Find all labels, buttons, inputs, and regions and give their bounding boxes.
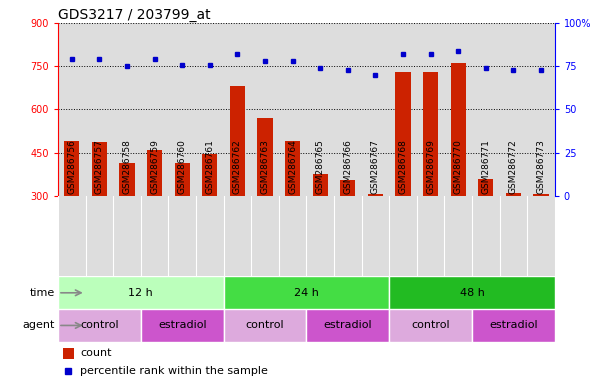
Bar [306, 309, 389, 342]
Bar [64, 141, 79, 196]
Bar [141, 309, 224, 342]
Text: estradiol: estradiol [489, 320, 538, 331]
Text: percentile rank within the sample: percentile rank within the sample [81, 366, 268, 376]
Bar [147, 150, 163, 196]
Text: estradiol: estradiol [323, 320, 372, 331]
Text: time: time [30, 288, 55, 298]
Bar [389, 309, 472, 342]
Bar [450, 63, 466, 196]
Text: GDS3217 / 203799_at: GDS3217 / 203799_at [58, 8, 211, 22]
Text: estradiol: estradiol [158, 320, 207, 331]
Bar [119, 163, 134, 196]
Bar [224, 276, 389, 309]
Bar [63, 348, 74, 359]
Text: control: control [80, 320, 119, 331]
Bar [395, 72, 411, 196]
Bar [230, 86, 245, 196]
Text: agent: agent [23, 320, 55, 331]
Text: 48 h: 48 h [459, 288, 485, 298]
Bar [92, 142, 107, 196]
Bar [285, 141, 300, 196]
Text: 12 h: 12 h [128, 288, 153, 298]
Text: control: control [411, 320, 450, 331]
Bar [257, 118, 273, 196]
Bar [313, 174, 328, 196]
Bar [423, 72, 438, 196]
Text: count: count [81, 348, 112, 358]
Bar [368, 194, 383, 196]
Bar [175, 163, 190, 196]
Bar [472, 309, 555, 342]
Bar [58, 309, 141, 342]
Bar [389, 276, 555, 309]
Text: 24 h: 24 h [294, 288, 319, 298]
Bar [202, 154, 218, 196]
Bar [58, 276, 224, 309]
Bar [506, 193, 521, 196]
Bar [340, 180, 356, 196]
Text: control: control [246, 320, 284, 331]
Bar [478, 179, 494, 196]
Bar [533, 194, 549, 196]
Bar [224, 309, 306, 342]
